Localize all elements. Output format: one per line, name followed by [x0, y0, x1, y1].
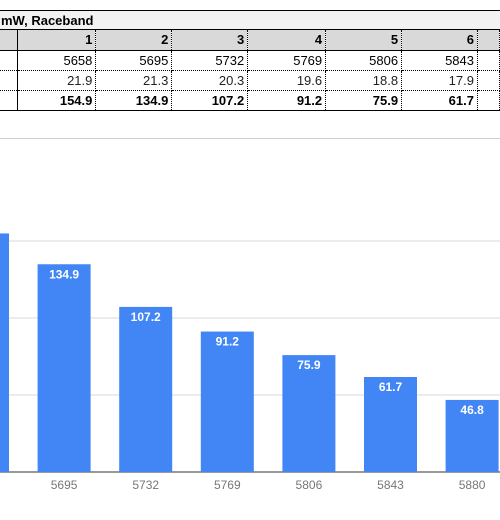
data-label: 134.9: [49, 267, 79, 281]
table-cell[interactable]: 21.9: [17, 70, 97, 91]
x-tick-label: 5695: [51, 478, 78, 492]
table-cell[interactable]: 5658: [17, 50, 97, 71]
table-cell[interactable]: [0, 90, 19, 111]
data-label: 61.7: [379, 380, 403, 394]
header-cell[interactable]: [477, 30, 500, 51]
table-cell[interactable]: 91.2: [247, 90, 327, 111]
bar[interactable]: [282, 355, 336, 472]
table-cell[interactable]: 5843: [401, 50, 478, 71]
table-cell[interactable]: 21.3: [95, 70, 173, 91]
table-cell[interactable]: 154.9: [17, 90, 97, 111]
x-tick-label: 5843: [377, 478, 404, 492]
table-cell[interactable]: [477, 50, 500, 71]
x-axis-ticks: 5695 5732 5769 5806 5843 5880: [51, 478, 486, 492]
table-row: 21.9 21.3 20.3 19.6 18.8 17.9: [0, 70, 500, 91]
x-tick-label: 5880: [459, 478, 486, 492]
bar[interactable]: [445, 399, 499, 472]
x-tick-label: 5769: [214, 478, 241, 492]
x-tick-label: 5806: [296, 478, 323, 492]
bar[interactable]: [364, 376, 417, 472]
table-cell[interactable]: 107.2: [171, 90, 249, 111]
table-cell[interactable]: [0, 50, 19, 71]
table-cell[interactable]: 19.6: [247, 70, 327, 91]
table-cell[interactable]: [477, 90, 500, 111]
table-row: 5658 5695 5732 5769 5806 5843: [0, 50, 500, 71]
empty-row: [0, 118, 500, 139]
table-cell[interactable]: 5732: [171, 50, 249, 71]
table-row: 154.9 134.9 107.2 91.2 75.9 61.7: [0, 90, 500, 111]
bar[interactable]: [37, 264, 91, 472]
bar[interactable]: [0, 233, 9, 472]
bar[interactable]: [119, 306, 173, 472]
header-cell[interactable]: 6: [401, 30, 478, 51]
data-labels: 134.9 107.2 91.2 75.9 61.7 46.8: [49, 267, 484, 417]
table-cell[interactable]: 5769: [247, 50, 327, 71]
data-table: 1 2 3 4 5 6 5658 5695 5732 5769 5806 584…: [0, 30, 500, 111]
sheet-title: mW, Raceband: [0, 10, 500, 30]
table-cell[interactable]: 75.9: [325, 90, 403, 111]
bar[interactable]: [200, 331, 254, 472]
table-cell[interactable]: 134.9: [95, 90, 173, 111]
table-cell[interactable]: 18.8: [325, 70, 403, 91]
header-cell[interactable]: [0, 30, 19, 51]
data-label: 46.8: [460, 403, 484, 417]
bars: [0, 233, 499, 472]
table-cell[interactable]: 61.7: [401, 90, 478, 111]
header-cell[interactable]: 2: [95, 30, 173, 51]
table-cell[interactable]: [0, 70, 19, 91]
header-cell[interactable]: 5: [325, 30, 403, 51]
table-cell[interactable]: 17.9: [401, 70, 478, 91]
x-tick-label: 5732: [132, 478, 159, 492]
table-cell[interactable]: 5806: [325, 50, 403, 71]
data-label: 75.9: [297, 358, 321, 372]
header-cell[interactable]: 4: [247, 30, 327, 51]
table-cell[interactable]: 20.3: [171, 70, 249, 91]
table-cell[interactable]: [477, 70, 500, 91]
table-cell[interactable]: 5695: [95, 50, 173, 71]
header-cell[interactable]: 3: [171, 30, 249, 51]
data-label: 107.2: [131, 310, 161, 324]
header-row: 1 2 3 4 5 6: [0, 30, 500, 51]
header-cell[interactable]: 1: [17, 30, 97, 51]
data-label: 91.2: [216, 335, 240, 349]
